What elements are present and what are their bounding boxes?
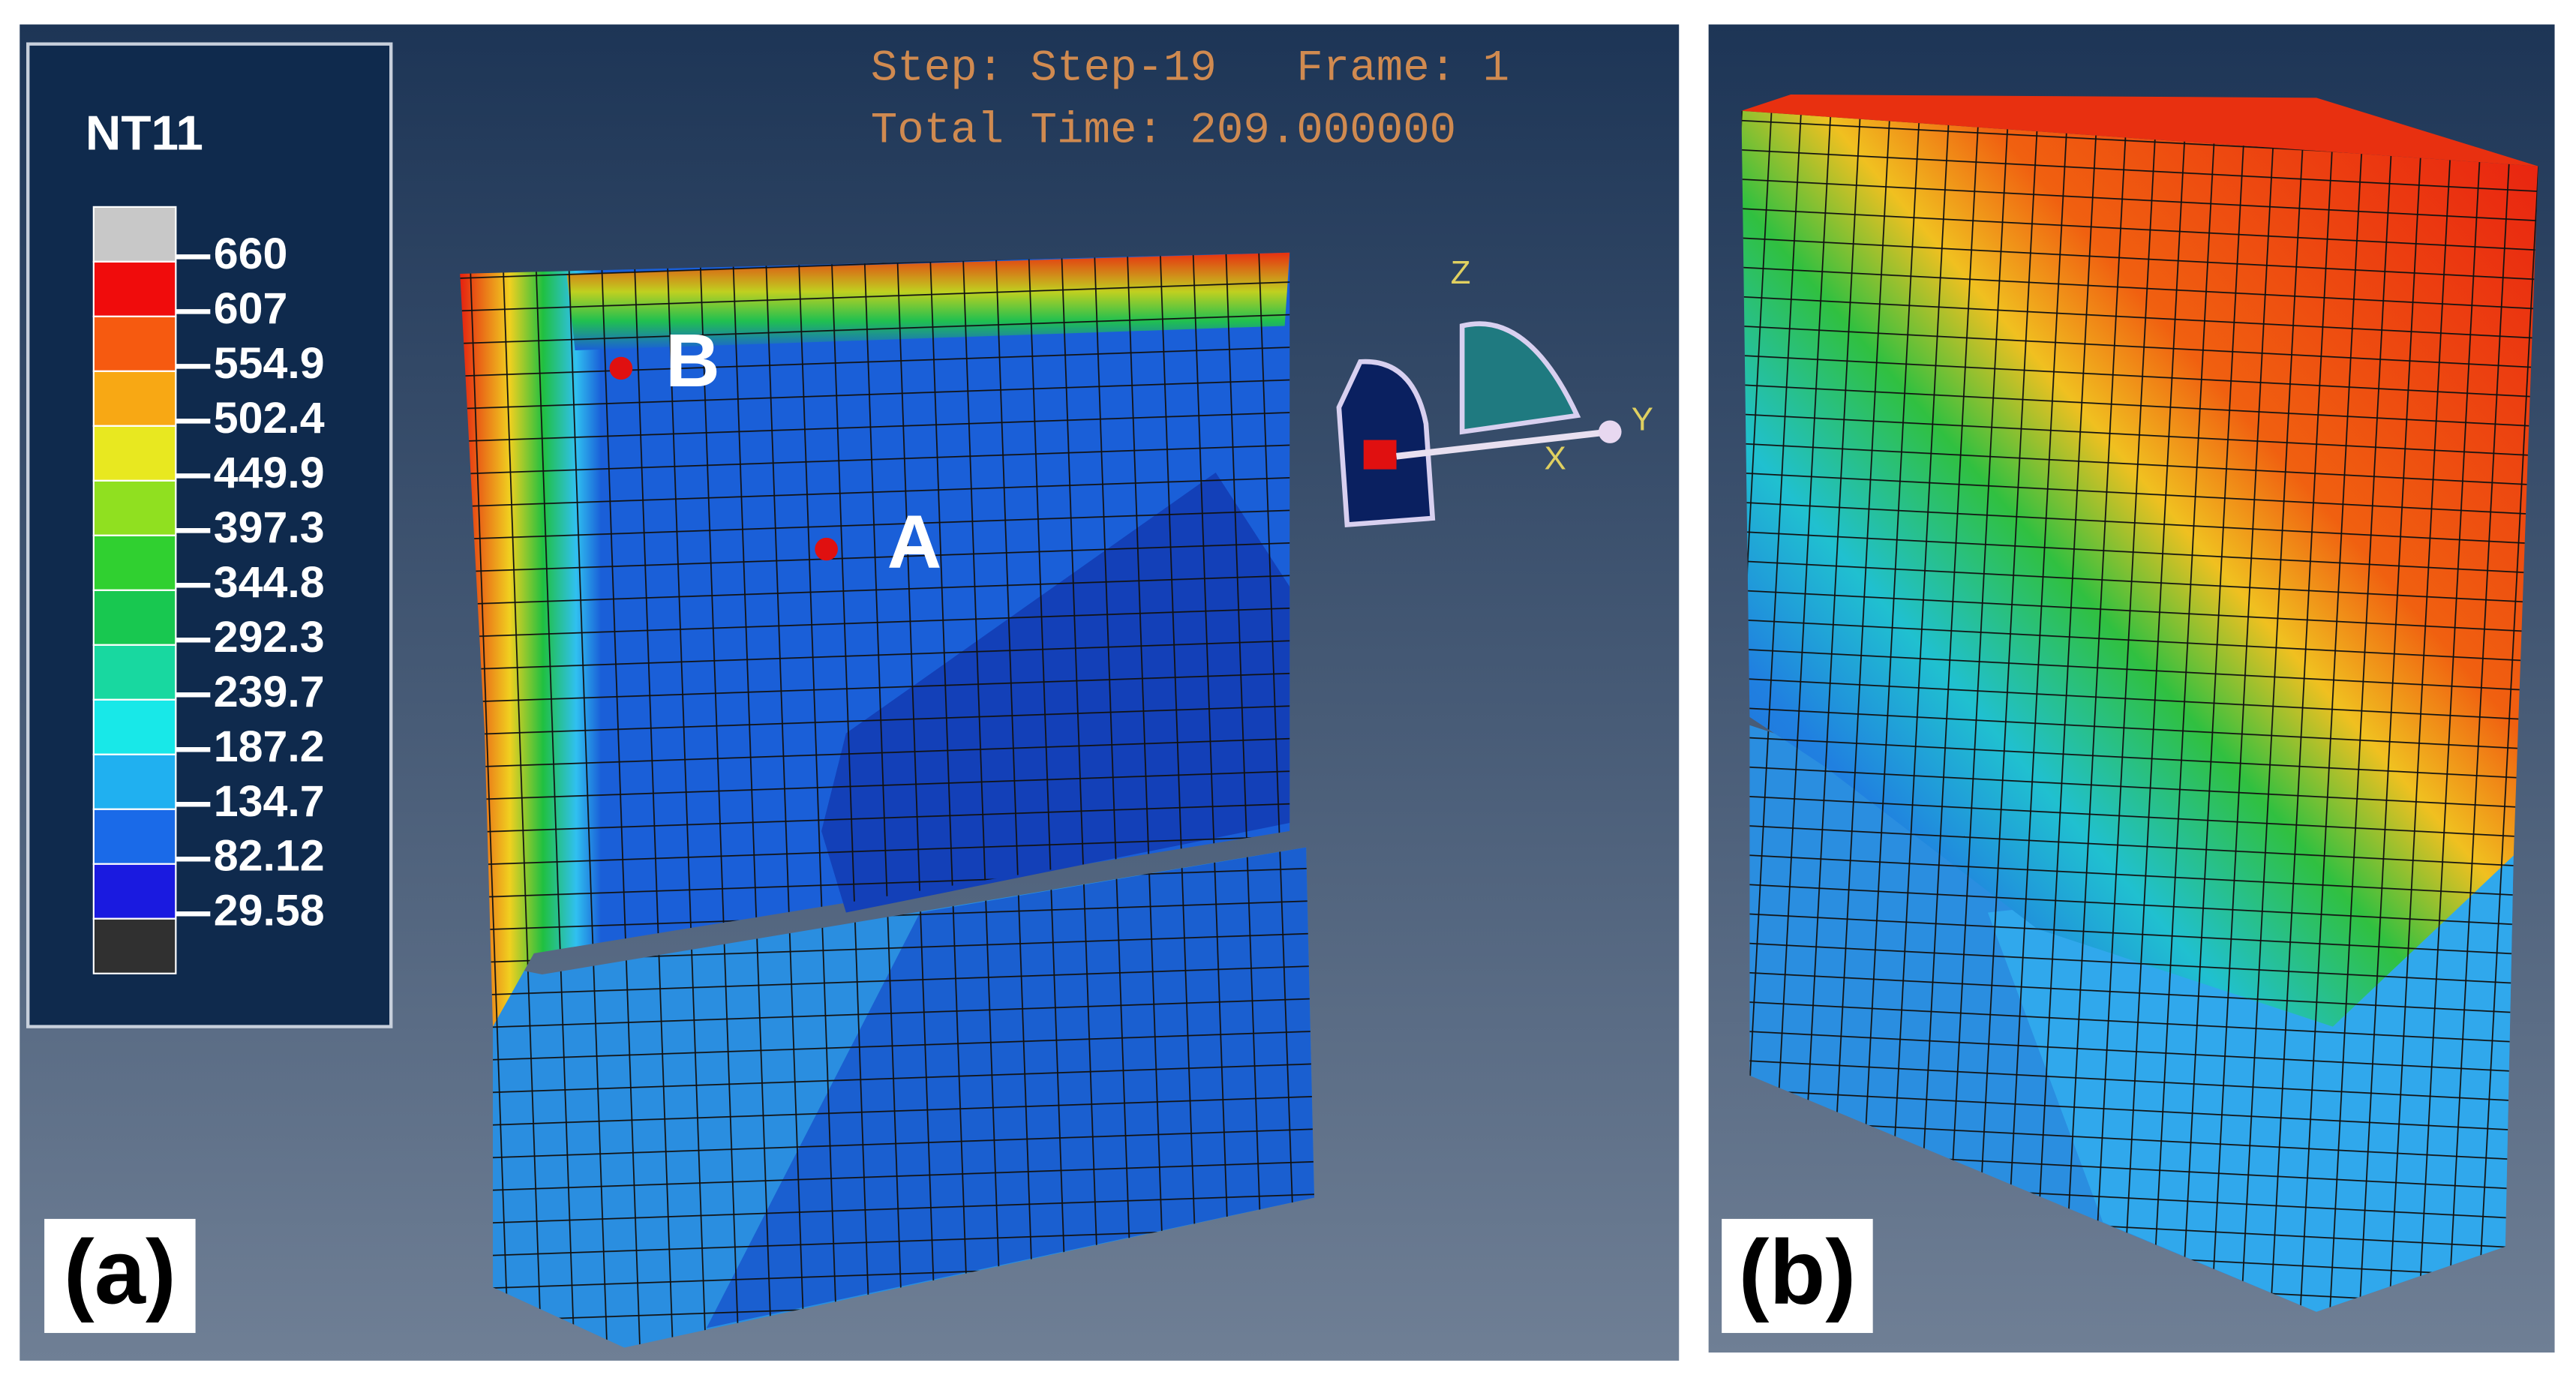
legend-label: 239.7 bbox=[214, 668, 325, 716]
legend-swatch bbox=[92, 917, 177, 974]
upper-mesh-b bbox=[1741, 110, 2538, 1027]
legend-label: 344.8 bbox=[214, 558, 325, 607]
legend-swatch bbox=[92, 644, 177, 701]
panel-a-tag: (a) bbox=[64, 1220, 176, 1322]
legend-label: 502.4 bbox=[214, 394, 325, 443]
point-a bbox=[815, 537, 838, 561]
legend-title: NT11 bbox=[86, 106, 203, 161]
legend-label: 449.9 bbox=[214, 449, 325, 497]
legend-label: 607 bbox=[214, 284, 288, 333]
legend-swatch bbox=[92, 260, 177, 317]
panel-a-tag-bg bbox=[44, 1218, 196, 1333]
legend-label: 187.2 bbox=[214, 722, 325, 771]
legend-swatch bbox=[92, 698, 177, 755]
legend-label: 292.3 bbox=[214, 613, 325, 662]
point-b bbox=[609, 356, 633, 380]
upper-mesh bbox=[460, 252, 1290, 1027]
legend-swatch bbox=[92, 425, 177, 482]
step-label: Step: Step-19 Frame: 1 bbox=[871, 44, 1509, 94]
legend-swatch bbox=[92, 534, 177, 591]
triad-y: Y bbox=[1632, 402, 1653, 438]
view-triad: Z Y X bbox=[1336, 255, 1653, 527]
legend-label: 29.58 bbox=[214, 887, 325, 935]
legend-swatch bbox=[92, 753, 177, 810]
point-b-label: B bbox=[665, 320, 720, 404]
legend-swatch bbox=[92, 206, 177, 263]
triad-z: Z bbox=[1451, 255, 1471, 291]
legend-swatch bbox=[92, 370, 177, 427]
base-mesh bbox=[493, 847, 1315, 1348]
legend-box bbox=[26, 42, 393, 1028]
legend-label: 554.9 bbox=[214, 339, 325, 388]
triad-x: X bbox=[1545, 441, 1566, 477]
legend-label: 397.3 bbox=[214, 503, 325, 552]
legend-label: 82.12 bbox=[214, 832, 325, 881]
top-face-b bbox=[1741, 94, 2538, 167]
legend-swatch bbox=[92, 808, 177, 865]
panel-b-tag-bg bbox=[1722, 1218, 1873, 1333]
legend: 660 607 554.9 502.4 449.9 397.3 344.8 292.3 239.… bbox=[92, 206, 325, 974]
panel-b-tag: (b) bbox=[1739, 1220, 1857, 1322]
legend-swatch bbox=[92, 479, 177, 536]
point-a-label: A bbox=[887, 500, 942, 584]
legend-label: 660 bbox=[214, 230, 288, 278]
legend-label: 134.7 bbox=[214, 777, 325, 826]
time-label: Total Time: 209.000000 bbox=[871, 105, 1456, 155]
legend-swatch bbox=[92, 863, 177, 920]
legend-swatch bbox=[92, 589, 177, 646]
legend-swatch bbox=[92, 315, 177, 372]
